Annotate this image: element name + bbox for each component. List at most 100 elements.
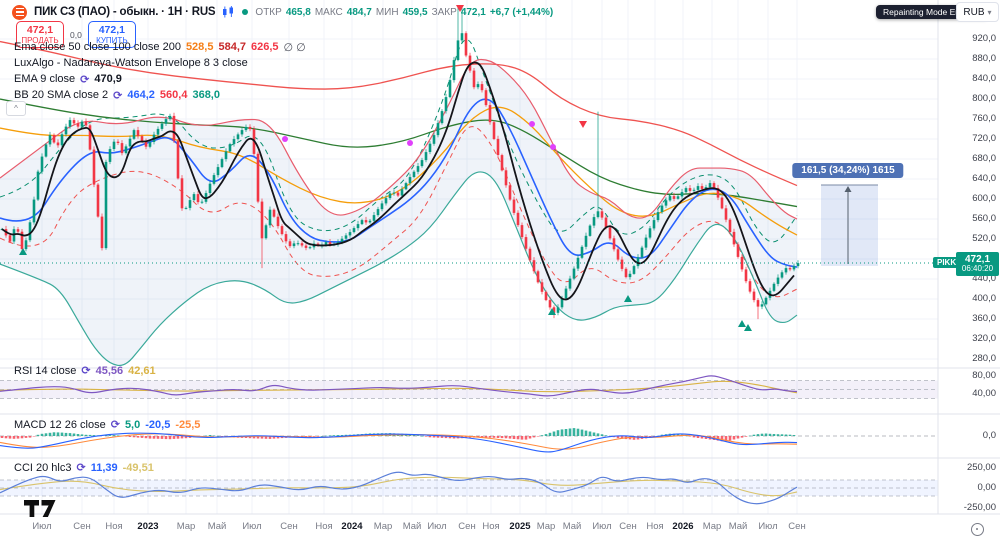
- price-axis-label: 40,00: [972, 388, 996, 399]
- price-axis-label: 0,00: [977, 482, 997, 493]
- macd-title: MACD 12 26 close: [14, 418, 106, 431]
- time-axis-label: Май: [402, 521, 422, 532]
- time-axis-label: Мар: [536, 521, 556, 532]
- legend-ema-ribbon[interactable]: Ema close 50 close 100 close 200 528,5 5…: [14, 39, 306, 55]
- time-axis-label: Мар: [702, 521, 722, 532]
- time-axis-label: Мар: [176, 521, 196, 532]
- time-axis-label: Май: [728, 521, 748, 532]
- high-value: 484,7: [346, 6, 372, 18]
- time-axis-label: Ноя: [646, 521, 664, 532]
- cci-legend[interactable]: CCI 20 hlc3 ⟳ 11,39 -49,51: [14, 461, 154, 475]
- open-label: ОТКР: [255, 6, 282, 18]
- time-axis-label: Июл: [758, 521, 778, 532]
- price-axis-label: 600,0: [972, 193, 996, 204]
- bb-title: BB 20 SMA close 2: [14, 89, 109, 101]
- currency-selector[interactable]: RUB ▾: [956, 2, 999, 22]
- time-axis-label: Мар: [373, 521, 393, 532]
- legend-ema9[interactable]: EMA 9 close ⟳ 470,9: [14, 71, 306, 87]
- price-axis-label: 880,0: [972, 53, 996, 64]
- measure-tool-label[interactable]: 161,5 (34,24%) 1615: [792, 163, 904, 178]
- rsi-title: RSI 14 close: [14, 364, 77, 377]
- time-axis-label: 2025: [509, 521, 531, 532]
- symbol-title[interactable]: ПИК СЗ (ПАО) - обыкн. · 1Н · RUS: [34, 6, 216, 18]
- price-axis-label: 360,0: [972, 313, 996, 324]
- time-axis-label: 2026: [672, 521, 694, 532]
- macd-hist-value: 5,0: [124, 418, 141, 431]
- sell-button[interactable]: 472,1 ПРОДАТЬ: [16, 21, 64, 49]
- price-axis-label: 280,0: [972, 353, 996, 364]
- price-axis-label: 400,0: [972, 293, 996, 304]
- timezone-clock-icon[interactable]: [971, 523, 984, 536]
- open-value: 465,8: [285, 6, 311, 18]
- chart-style-icon[interactable]: [222, 6, 235, 18]
- price-axis-label: 760,0: [972, 113, 996, 124]
- loading-spinner-icon: ⟳: [110, 419, 120, 431]
- indicator-legend: Ema close 50 close 100 close 200 528,5 5…: [14, 39, 306, 103]
- last-price-value: 472,1: [964, 254, 991, 265]
- macd-legend[interactable]: MACD 12 26 close ⟳ 5,0 -20,5 -25,5: [14, 418, 201, 432]
- macd-signal-value: -25,5: [175, 418, 201, 431]
- low-label: МИН: [375, 6, 399, 18]
- buy-button[interactable]: 472,1 КУПИТЬ: [87, 21, 136, 49]
- time-axis-label: 2023: [137, 521, 159, 532]
- time-axis-label: Ноя: [482, 521, 500, 532]
- cci-value: 11,39: [90, 461, 118, 474]
- cci-signal-value: -49,51: [122, 461, 154, 474]
- legend-luxalgo[interactable]: LuxAlgo - Nadaraya-Watson Envelope 8 3 c…: [14, 55, 306, 71]
- ema-ribbon-empty: ∅ ∅: [283, 41, 306, 54]
- time-axis-label: Ноя: [105, 521, 123, 532]
- trade-panel: 472,1 ПРОДАТЬ 0,0 472,1 КУПИТЬ: [16, 21, 136, 49]
- change-value: +6,7 (+1,44%): [489, 6, 554, 18]
- currency-value: RUB: [963, 6, 985, 18]
- bb-upper-value: 560,4: [159, 89, 188, 101]
- close-value: 472,1: [460, 6, 486, 18]
- loading-spinner-icon: ⟳: [81, 365, 91, 377]
- rsi-value: 45,56: [95, 364, 124, 377]
- last-price-tag: 472,1 06:40:20: [956, 252, 999, 276]
- sell-price: 472,1: [26, 24, 54, 36]
- bb-basis-value: 464,2: [127, 89, 155, 101]
- loading-spinner-icon: ⟳: [76, 462, 86, 474]
- close-label: ЗАКР: [431, 6, 457, 18]
- tradingview-logo-icon[interactable]: [24, 500, 60, 518]
- price-axis-label: 800,0: [972, 93, 996, 104]
- macd-line-value: -20,5: [145, 418, 171, 431]
- rsi-signal-value: 42,61: [128, 364, 156, 377]
- ticker-tag: PIKK: [933, 257, 961, 268]
- time-axis-label: Сен: [280, 521, 298, 532]
- loading-spinner-icon: ⟳: [113, 89, 123, 102]
- price-axis-label: 840,0: [972, 73, 996, 84]
- time-axis-label: Сен: [73, 521, 91, 532]
- time-axis-label: Июл: [592, 521, 612, 532]
- time-axis-label: Июл: [242, 521, 262, 532]
- rsi-legend[interactable]: RSI 14 close ⟳ 45,56 42,61: [14, 364, 156, 378]
- symbol-header: ПИК СЗ (ПАО) - обыкн. · 1Н · RUS ОТКР 46…: [12, 3, 553, 21]
- ohlc-row: ОТКР 465,8 МАКС 484,7 МИН 459,5 ЗАКР 472…: [255, 7, 553, 18]
- spread-value: 0,0: [70, 29, 82, 40]
- time-axis-label: Июл: [32, 521, 52, 532]
- luxalgo-title: LuxAlgo - Nadaraya-Watson Envelope 8 3 c…: [14, 57, 248, 69]
- price-axis-label: 0,0: [982, 430, 996, 441]
- price-axis-label: 250,00: [966, 462, 996, 473]
- ema50-value: 528,5: [185, 41, 214, 53]
- time-axis-label: Май: [207, 521, 227, 532]
- cci-title: CCI 20 hlc3: [14, 461, 72, 474]
- bar-countdown: 06:40:20: [961, 264, 994, 273]
- time-axis-label: Июл: [427, 521, 447, 532]
- time-axis-label: Сен: [788, 521, 806, 532]
- chevron-down-icon: ▾: [987, 7, 992, 17]
- price-axis-label: 720,0: [972, 133, 996, 144]
- market-status-icon[interactable]: [242, 9, 249, 15]
- buy-price: 472,1: [98, 24, 125, 36]
- price-axis-label: 440,0: [972, 273, 996, 284]
- time-axis-label: Май: [562, 521, 582, 532]
- time-axis-label: Ноя: [315, 521, 333, 532]
- buy-label: КУПИТЬ: [96, 36, 128, 46]
- ema-ribbon-title: Ema close 50 close 100 close 200: [14, 41, 181, 53]
- price-axis-label: 80,00: [972, 370, 996, 381]
- pane-collapse-button[interactable]: ^: [6, 101, 26, 116]
- legend-bb[interactable]: BB 20 SMA close 2 ⟳ 464,2 560,4 368,0: [14, 87, 306, 103]
- price-axis-label: 640,0: [972, 173, 996, 184]
